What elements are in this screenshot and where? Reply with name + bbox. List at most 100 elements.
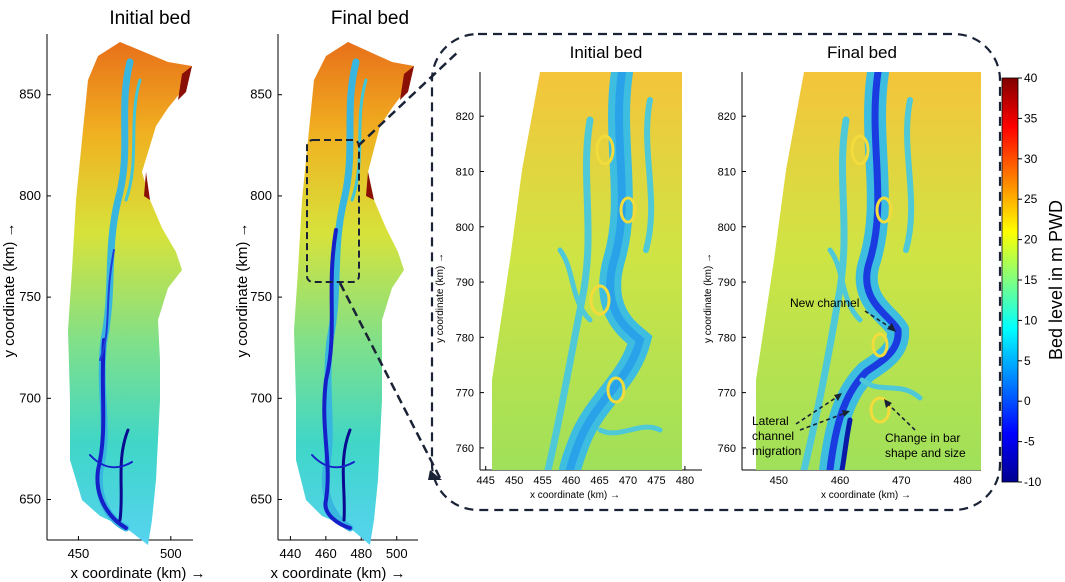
x-tick-label: 500 (160, 546, 182, 561)
annotation-change-bar: Change in bar (885, 431, 960, 445)
colorbar-tick-label: 0 (1024, 394, 1031, 408)
y-tick-label: 850 (19, 87, 41, 102)
x-ticks: 450 500 (68, 536, 182, 561)
bar-islands (589, 134, 637, 404)
panel-title: Final bed (331, 8, 409, 29)
arrow-head (842, 410, 850, 417)
y-tick-label: 800 (250, 188, 272, 203)
colorbar-tick-label: 20 (1024, 233, 1038, 247)
arrow-head (834, 393, 842, 401)
y-tick-label: 650 (19, 492, 41, 507)
annotation-arrow (795, 394, 841, 425)
x-tick-label: 460 (315, 546, 337, 561)
panel-final-zoom: Final bed 760 770 780 790 800 810 820 450 460 47… (703, 43, 981, 501)
y-ticks: 650 700 750 800 850 (19, 87, 51, 507)
annotation-arrow (799, 411, 849, 431)
y-tick-label: 780 (718, 332, 736, 344)
bed-level-map (294, 42, 414, 545)
y-tick-label: 810 (718, 167, 736, 179)
y-axis-label: y coordinate (km) → (703, 253, 714, 343)
bed-level-map (68, 42, 192, 545)
panel-initial-full: Initial bed 650 700 750 800 850 450 500 x coo… (1, 8, 206, 582)
x-tick-label: 440 (280, 546, 302, 561)
y-tick-label: 770 (456, 388, 474, 400)
x-axis-label: x coordinate (km) → (821, 490, 911, 501)
y-tick-label: 770 (718, 388, 736, 400)
channel-network (311, 58, 368, 532)
y-tick-label: 750 (250, 289, 272, 304)
x-axis-label: x coordinate (km) → (70, 565, 205, 582)
high-bank-patch (400, 66, 414, 100)
y-tick-label: 750 (19, 289, 41, 304)
colorbar-gradient (1001, 77, 1019, 483)
high-bank-patch (178, 66, 192, 100)
arrow-head (887, 323, 896, 332)
y-tick-label: 810 (456, 167, 474, 179)
x-tick-label: 460 (831, 475, 849, 487)
y-tick-label: 850 (250, 87, 272, 102)
y-tick-label: 780 (456, 332, 474, 344)
y-tick-label: 800 (456, 222, 474, 234)
y-tick-label: 800 (718, 222, 736, 234)
x-tick-label: 480 (350, 546, 372, 561)
x-tick-label: 475 (647, 475, 665, 487)
x-tick-label: 445 (477, 475, 495, 487)
y-ticks: 650 700 750 800 850 (250, 87, 282, 507)
y-tick-label: 650 (250, 492, 272, 507)
y-tick-label: 790 (718, 277, 736, 289)
panel-title: Initial bed (109, 8, 190, 29)
x-tick-label: 450 (770, 475, 788, 487)
zoom-region-box (306, 139, 360, 283)
high-bank-patch (144, 172, 150, 200)
y-tick-label: 820 (456, 111, 474, 123)
x-tick-label: 450 (68, 546, 90, 561)
colorbar-tick-label: 10 (1024, 313, 1038, 327)
x-tick-label: 460 (562, 475, 580, 487)
inset-frame (430, 32, 1002, 512)
panel-title: Initial bed (570, 43, 643, 62)
panel-final-full: Final bed 650 700 750 800 850 440 460 480 500 x… (234, 8, 418, 582)
y-ticks: 760 770 780 790 800 810 820 (718, 111, 746, 455)
y-tick-label: 700 (19, 390, 41, 405)
x-tick-label: 500 (386, 546, 408, 561)
y-axis-label: y coordinate (km) → (234, 222, 251, 357)
colorbar-tick-label: 5 (1024, 354, 1031, 368)
y-tick-label: 700 (250, 390, 272, 405)
colorbar-tick-label: 40 (1024, 71, 1038, 85)
colorbar-tick-label: -5 (1024, 435, 1035, 449)
x-tick-label: 465 (590, 475, 608, 487)
y-axis-label: y coordinate (km) → (1, 222, 18, 357)
y-axis-label: y coordinate (km) → (435, 253, 446, 343)
x-tick-label: 470 (892, 475, 910, 487)
annotation-lateral: Lateral (752, 414, 789, 428)
bar-islands (850, 134, 893, 424)
colorbar-tick-label: 30 (1024, 152, 1038, 166)
y-tick-label: 760 (456, 443, 474, 455)
y-tick-label: 790 (456, 277, 474, 289)
zoom-connector-line (357, 49, 461, 147)
y-tick-label: 760 (718, 443, 736, 455)
annotation-migration: migration (752, 444, 801, 458)
colorbar-tick-label: 15 (1024, 273, 1038, 287)
y-ticks: 760 770 780 790 800 810 820 (456, 111, 484, 455)
x-axis-label: x coordinate (km) → (270, 565, 405, 582)
x-tick-label: 480 (676, 475, 694, 487)
panel-initial-zoom: Initial bed 760 770 780 790 800 810 820 445 450… (435, 43, 702, 501)
high-bank-patch (366, 172, 374, 200)
y-tick-label: 800 (19, 188, 41, 203)
arrow-head (428, 470, 442, 480)
x-tick-label: 455 (533, 475, 551, 487)
colorbar: 40 35 30 25 20 15 10 5 0 -5 -10 Bed level in m PWD (1001, 71, 1065, 489)
x-tick-label: 480 (953, 475, 971, 487)
annotation-shape-size: shape and size (885, 446, 966, 460)
x-tick-label: 470 (619, 475, 637, 487)
y-tick-label: 820 (718, 111, 736, 123)
zoom-connector-line (338, 282, 442, 479)
channel-network (89, 58, 142, 532)
channel-network (544, 72, 663, 470)
arrow-head (884, 399, 892, 408)
x-ticks: 450 460 470 480 (770, 466, 972, 487)
colorbar-label: Bed level in m PWD (1046, 200, 1065, 360)
colorbar-ticks: 40 35 30 25 20 15 10 5 0 -5 -10 (1018, 71, 1042, 489)
